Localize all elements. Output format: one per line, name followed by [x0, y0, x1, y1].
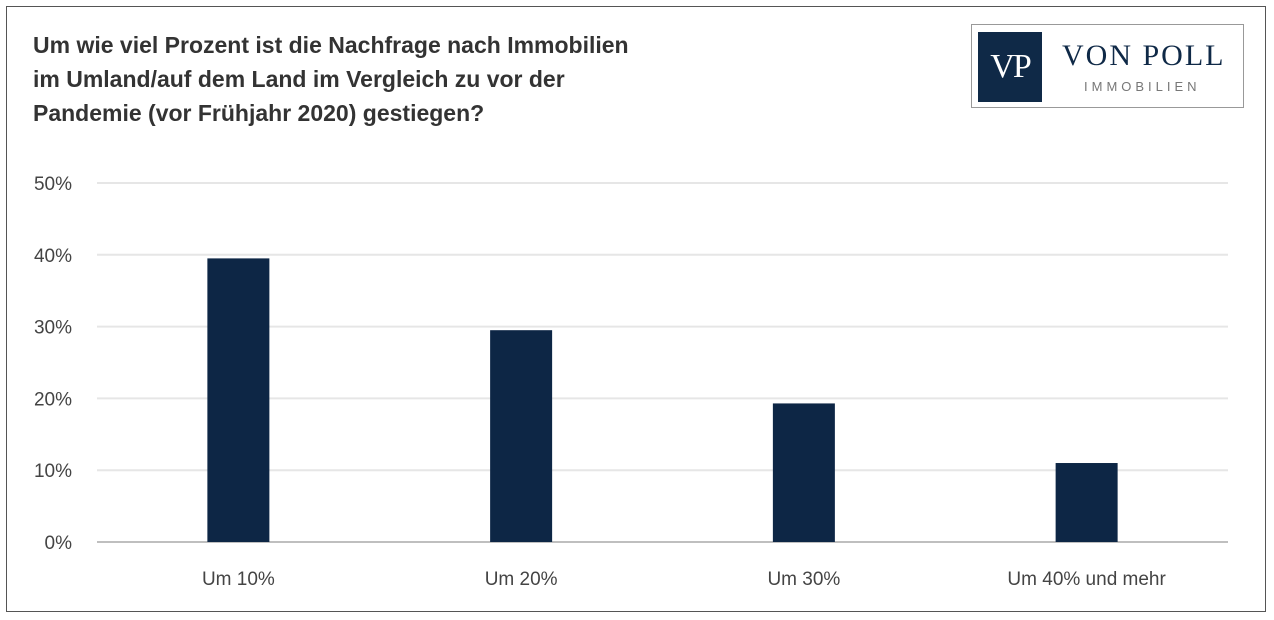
x-category-label: Um 10%: [202, 569, 275, 590]
y-tick-label: 40%: [34, 246, 72, 267]
chart-title: Um wie viel Prozent ist die Nachfrage na…: [33, 28, 793, 130]
chart-title-line: Um wie viel Prozent ist die Nachfrage na…: [33, 32, 629, 58]
y-tick-label: 30%: [34, 318, 72, 339]
x-category-label: Um 20%: [485, 569, 558, 590]
x-category-label: Um 30%: [767, 569, 840, 590]
y-tick-label: 50%: [34, 174, 72, 195]
y-tick-label: 20%: [34, 389, 72, 410]
chart-title-line: Pandemie (vor Frühjahr 2020) gestiegen?: [33, 100, 485, 126]
bar-3: [772, 403, 835, 542]
logo-name: VON POLL: [1062, 39, 1226, 72]
logo-mark: VP: [978, 32, 1042, 102]
logo-subtitle: IMMOBILIEN: [1084, 79, 1201, 94]
chart-title-line: im Umland/auf dem Land im Vergleich zu v…: [33, 66, 565, 92]
bar-4: [1055, 463, 1118, 542]
bar-2: [490, 330, 553, 542]
y-tick-label: 0%: [45, 533, 73, 554]
y-tick-label: 10%: [34, 461, 72, 482]
x-category-label: Um 40% und mehr: [1007, 569, 1166, 590]
von-poll-logo: VP VON POLL IMMOBILIEN: [971, 24, 1244, 108]
bar-1: [207, 258, 270, 542]
